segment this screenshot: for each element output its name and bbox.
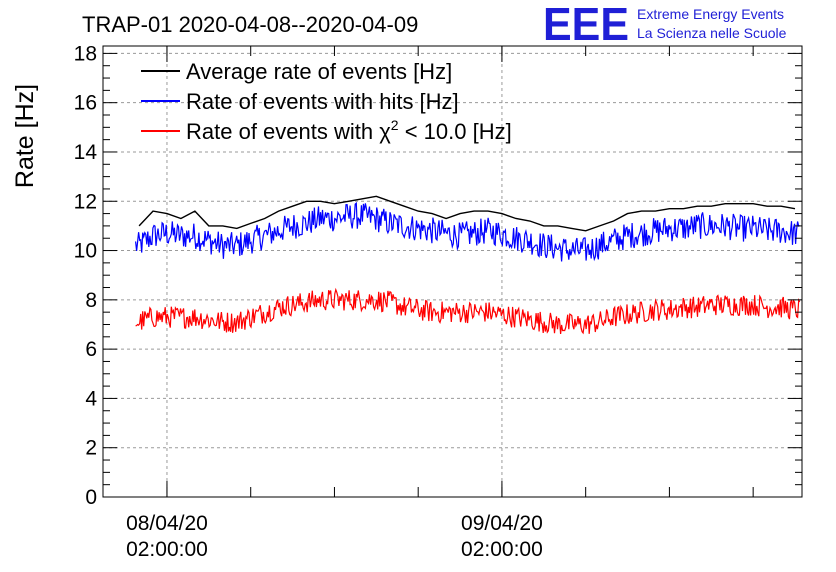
series-line-average	[138, 195, 796, 232]
axes: 0 2 4 6 8 10 12 14 16 18 08/04/20 02:00:00 09/04/20 0…	[74, 42, 802, 561]
y-tick-label: 14	[74, 141, 98, 164]
series-line-chi2	[135, 287, 801, 335]
legend: Average rate of events [Hz] Rate of event…	[141, 59, 512, 144]
y-tick-label: 0	[85, 486, 97, 509]
eee-logo: EEE Extreme Energy Events La Scienza nel…	[543, 0, 787, 50]
logo-line-2: La Scienza nelle Scuole	[637, 25, 787, 41]
x-tick-time: 02:00:00	[461, 538, 543, 561]
logo-mark: EEE	[543, 0, 629, 50]
y-tick-label: 6	[85, 338, 97, 361]
y-tick-label: 16	[74, 92, 97, 115]
series-lines	[135, 195, 801, 335]
y-axis-label: Rate [Hz]	[11, 84, 39, 188]
chart-title: TRAP-01 2020-04-08--2020-04-09	[82, 12, 418, 37]
y-tick-label: 2	[85, 437, 97, 460]
legend-entry: Average rate of events [Hz]	[186, 59, 452, 84]
plot-frame	[102, 45, 803, 498]
x-tick-date: 09/04/20	[461, 512, 543, 535]
y-tick-label: 12	[74, 190, 97, 213]
x-tick-time: 02:00:00	[126, 538, 208, 561]
logo-line-1: Extreme Energy Events	[637, 6, 784, 22]
y-tick-label: 8	[85, 289, 97, 312]
y-tick-label: 4	[85, 387, 97, 410]
legend-entry: Rate of events with hits [Hz]	[186, 89, 459, 114]
y-tick-label: 18	[74, 42, 97, 65]
x-tick-date: 08/04/20	[126, 512, 208, 535]
legend-entry: Rate of events with χ2 < 10.0 [Hz]	[186, 117, 512, 144]
series-line-hits	[135, 201, 800, 262]
y-tick-label: 10	[74, 240, 97, 263]
